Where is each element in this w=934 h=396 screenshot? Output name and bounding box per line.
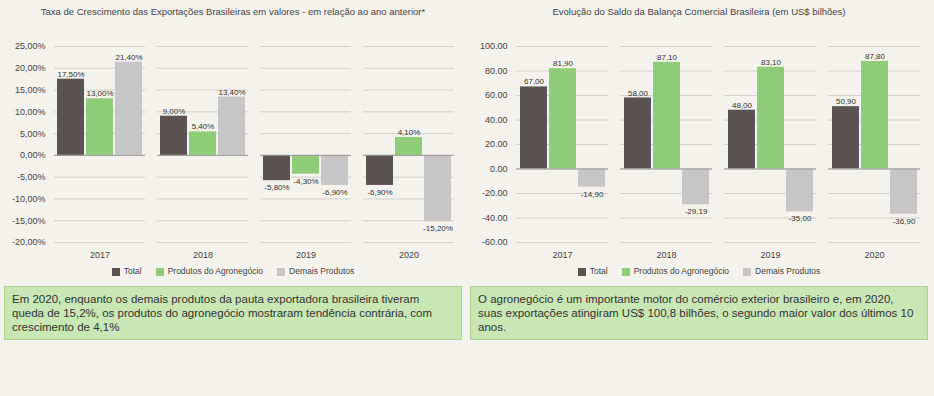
svg-text:60.00: 60.00 [485, 90, 508, 100]
html-text:Demais Produtos: Demais Produtos [289, 266, 355, 276]
svg-text:-4,30%: -4,30% [293, 177, 318, 186]
svg-text:15,00%: 15,00% [15, 85, 46, 95]
svg-text:5,40%: 5,40% [192, 122, 215, 131]
svg-text:10,00%: 10,00% [15, 107, 46, 117]
svg-text:-6,90%: -6,90% [322, 188, 347, 197]
svg-text:17,50%: 17,50% [57, 70, 84, 79]
svg-text:-6,90%: -6,90% [367, 188, 392, 197]
svg-text:100.00: 100.00 [480, 41, 508, 51]
svg-text:21,40%: 21,40% [115, 53, 142, 62]
svg-text:-10,00%: -10,00% [12, 194, 46, 204]
svg-text:2018: 2018 [656, 250, 676, 260]
svg-text:9,00%: 9,00% [163, 107, 186, 116]
svg-text:25,00%: 25,00% [15, 41, 46, 51]
html-text:Total: Total [589, 266, 608, 276]
html-text:Taxa de Crescimento das Export: Taxa de Crescimento das Exportações Bras… [40, 6, 426, 17]
svg-text:-20,00%: -20,00% [12, 237, 46, 247]
html-text:Evolução do Saldo da Balança C: Evolução do Saldo da Balança Comercial B… [552, 6, 846, 17]
html-text:Demais Produtos: Demais Produtos [755, 266, 821, 276]
svg-text:-40.00: -40.00 [482, 213, 508, 223]
html-text:Total: Total [123, 266, 142, 276]
svg-text:-14,90: -14,90 [581, 190, 604, 199]
svg-text:-15,20%: -15,20% [423, 224, 453, 233]
svg-text:-36,90: -36,90 [893, 217, 916, 226]
svg-text:20,00%: 20,00% [15, 63, 46, 73]
svg-text:-15,00%: -15,00% [12, 216, 46, 226]
svg-text:58,00: 58,00 [628, 89, 649, 98]
svg-text:87,10: 87,10 [657, 53, 678, 62]
svg-text:-29,19: -29,19 [685, 207, 708, 216]
html-text:O agronegócio é um importante: O agronegócio é um importante motor do c… [478, 293, 914, 333]
svg-text:0.00: 0.00 [490, 164, 508, 174]
svg-text:80.00: 80.00 [485, 66, 508, 76]
svg-text:87,80: 87,80 [865, 52, 886, 61]
svg-text:4,10%: 4,10% [398, 128, 421, 137]
svg-text:-60.00: -60.00 [482, 237, 508, 247]
svg-text:40.00: 40.00 [485, 115, 508, 125]
svg-text:13,00%: 13,00% [86, 89, 113, 98]
svg-text:-35,00: -35,00 [789, 214, 812, 223]
svg-text:5,00%: 5,00% [20, 128, 46, 138]
svg-text:50,90: 50,90 [836, 97, 857, 106]
svg-text:-5,80%: -5,80% [264, 183, 289, 192]
svg-text:2017: 2017 [90, 250, 110, 260]
svg-text:-20.00: -20.00 [482, 188, 508, 198]
svg-text:13,40%: 13,40% [218, 88, 245, 97]
html-text:Produtos do Agronegócio: Produtos do Agronegócio [167, 266, 264, 276]
html-text:Em 2020, enquanto os demais pr: Em 2020, enquanto os demais produtos da … [12, 293, 432, 333]
svg-text:2020: 2020 [864, 250, 884, 260]
svg-text:0,00%: 0,00% [20, 150, 46, 160]
svg-text:83,10: 83,10 [761, 58, 782, 67]
svg-text:48,00: 48,00 [732, 101, 753, 110]
svg-text:-5,00%: -5,00% [17, 172, 46, 182]
svg-text:2019: 2019 [760, 250, 780, 260]
svg-text:2017: 2017 [552, 250, 572, 260]
svg-text:81,90: 81,90 [553, 59, 574, 68]
svg-text:67,00: 67,00 [524, 77, 545, 86]
html-text:Produtos do Agronegócio: Produtos do Agronegócio [633, 266, 730, 276]
svg-text:2020: 2020 [399, 250, 419, 260]
svg-text:2019: 2019 [296, 250, 316, 260]
svg-text:2018: 2018 [193, 250, 213, 260]
svg-text:20.00: 20.00 [485, 139, 508, 149]
